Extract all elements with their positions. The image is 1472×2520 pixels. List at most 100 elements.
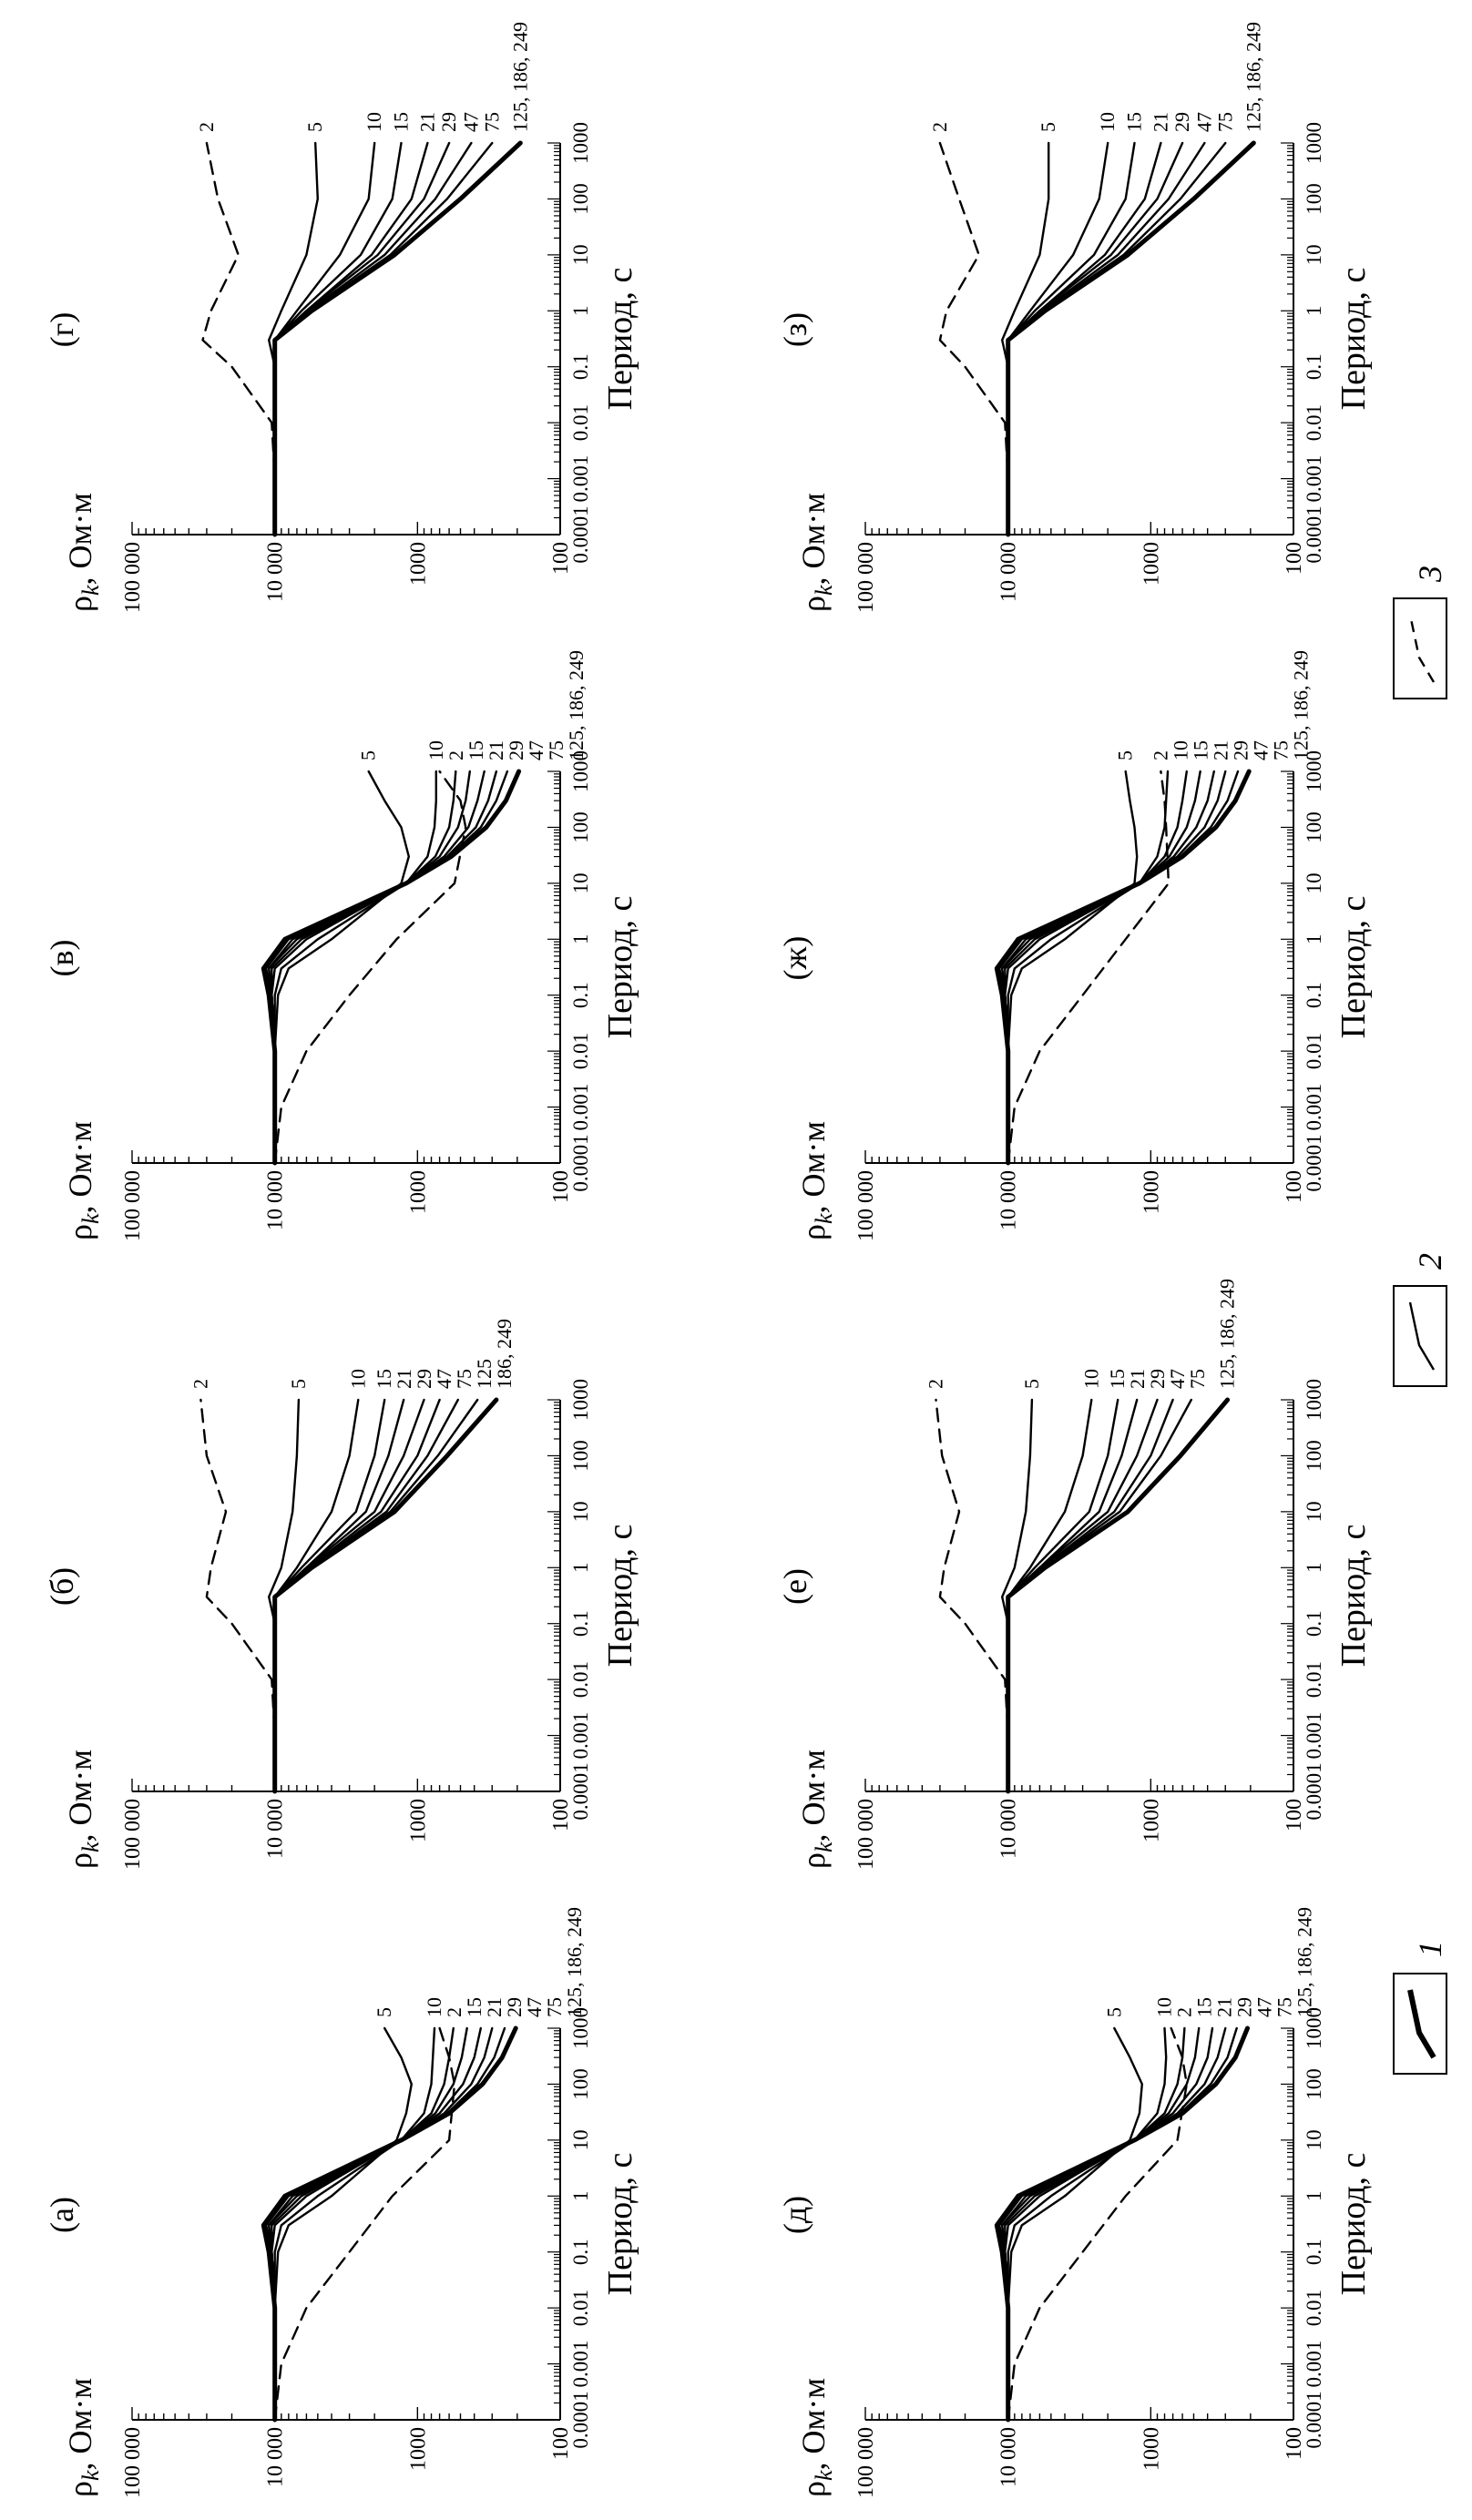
curve-label: 21 — [483, 1997, 506, 2017]
series-line-75 — [265, 770, 509, 1165]
curve-label: 21 — [1213, 1997, 1236, 2017]
series-line-125-186-249 — [261, 769, 522, 1166]
y-tick-label: 100 000 — [854, 2427, 878, 2498]
x-tick-label: 0.1 — [1303, 982, 1325, 1008]
x-axis-label: Период, с — [601, 268, 639, 411]
y-tick-label: 100 000 — [854, 1170, 878, 1241]
curve-label: 29 — [413, 1369, 435, 1389]
y-axis-label-sub: k — [77, 585, 104, 596]
y-axis-label-unit: , Ом·м — [62, 493, 98, 586]
x-tick-label: 0.0001 — [1303, 1134, 1325, 1191]
x-tick-label: 1000 — [569, 2007, 592, 2049]
curve-label: 15 — [1189, 740, 1211, 760]
curve-label: 2 — [189, 1379, 211, 1389]
x-tick-label: 0.001 — [1303, 1084, 1325, 1131]
series-line-2 — [199, 1398, 276, 1793]
x-tick-label: 0.0001 — [569, 1134, 592, 1191]
y-axis-label-sub: k — [77, 1213, 104, 1224]
curve-label: 15 — [1122, 112, 1145, 132]
series-line-15 — [1007, 141, 1136, 536]
series-line-75 — [1007, 1398, 1192, 1793]
y-axis-label-rho: ρ — [62, 2481, 98, 2497]
y-axis-label-sub: k — [811, 2470, 837, 2481]
x-axis-label: Период, с — [601, 2153, 639, 2296]
x-tick-label: 1000 — [1303, 750, 1325, 792]
y-tick-label: 100 — [1283, 1799, 1306, 1831]
x-axis-label: Период, с — [1334, 2153, 1373, 2296]
curve-label: 5 — [1114, 750, 1137, 760]
curve-label: 2 — [928, 122, 951, 132]
legend-swatch-thick — [1407, 1989, 1436, 2059]
series-line-21 — [1007, 1398, 1139, 1793]
curve-label: 10 — [1079, 1369, 1102, 1389]
x-tick-label: 100 — [569, 811, 592, 843]
x-tick-label: 10 — [569, 872, 592, 893]
y-tick-label: 100 000 — [121, 1170, 145, 1241]
y-tick-label: 100 000 — [121, 1799, 145, 1870]
y-tick-label: 100 — [1283, 1170, 1306, 1203]
series-line-2 — [1007, 2026, 1188, 2422]
x-tick-label: 0.001 — [1303, 1712, 1325, 1760]
x-axis-label: Период, с — [1334, 1525, 1373, 1668]
y-axis-label-sub: k — [811, 1213, 837, 1224]
x-tick-label: 0.01 — [1303, 1033, 1325, 1069]
x-tick-label: 0.0001 — [1303, 1762, 1325, 1820]
series-line-15 — [273, 141, 403, 536]
x-tick-label: 10 — [569, 2129, 592, 2150]
y-tick-label: 10 000 — [264, 2427, 288, 2487]
curve-label: 21 — [1126, 1369, 1149, 1389]
y-axis-label-unit: , Ом·м — [62, 2378, 98, 2471]
x-tick-label: 100 — [1303, 1440, 1325, 1472]
series-line-47 — [273, 1398, 441, 1793]
panel-label: (в) — [44, 940, 80, 977]
x-tick-label: 1000 — [569, 122, 592, 164]
panel-label: (д) — [777, 2196, 813, 2234]
panel-label: (г) — [44, 312, 80, 348]
series-line-2 — [273, 2026, 456, 2422]
curve-label: 21 — [415, 112, 438, 132]
legend-label: 2 — [1412, 1253, 1448, 1270]
legend-box — [1393, 1973, 1447, 2075]
x-tick-label: 1 — [569, 934, 592, 945]
curve-label: 21 — [1209, 740, 1232, 760]
x-tick-label: 1 — [569, 306, 592, 317]
curve-label: 47 — [1166, 1369, 1189, 1389]
series-line-15 — [1004, 770, 1188, 1165]
y-axis-label-sub: k — [811, 585, 837, 596]
x-tick-label: 0.01 — [1303, 404, 1325, 441]
curve-label: 15 — [373, 1369, 395, 1389]
legend-box — [1393, 597, 1447, 699]
series-line-125-186-249 — [272, 140, 523, 537]
y-tick-label: 1000 — [406, 1799, 430, 1842]
y-tick-label: 1000 — [1140, 1170, 1163, 1214]
curve-label: 47 — [433, 1369, 455, 1389]
y-axis-label-rho: ρ — [795, 2481, 832, 2497]
series-line-10 — [1007, 141, 1109, 536]
x-tick-label: 100 — [569, 183, 592, 215]
series-line-47 — [1007, 1398, 1174, 1793]
x-tick-label: 10 — [1303, 2129, 1325, 2150]
curve-label: 125 — [473, 1359, 496, 1389]
curve-label: 10 — [424, 740, 447, 760]
series-line-125-186-249 — [994, 2025, 1250, 2423]
series-line-125-186-249 — [1006, 140, 1256, 537]
series-line-2 — [938, 141, 1009, 536]
curve-label: 5 — [357, 750, 380, 760]
curve-label: 29 — [505, 740, 527, 760]
x-tick-label: 1 — [569, 2191, 592, 2202]
series-line-29 — [268, 770, 486, 1165]
x-tick-label: 0.01 — [1303, 1661, 1325, 1698]
y-tick-label: 10 000 — [264, 1170, 288, 1230]
curve-label: 21 — [485, 740, 507, 760]
y-axis-label-unit: , Ом·м — [795, 493, 832, 586]
curve-label: 2 — [445, 750, 467, 760]
series-line-21 — [1004, 2026, 1201, 2422]
series-line-47 — [1001, 770, 1227, 1165]
series-line-10 — [1007, 1398, 1093, 1793]
curve-label: 29 — [1233, 1997, 1256, 2017]
legend-label: 3 — [1412, 566, 1448, 583]
x-axis-label: Период, с — [601, 896, 639, 1039]
curve-label: 186, 249 — [493, 1319, 516, 1389]
series-line-5 — [273, 2026, 413, 2422]
